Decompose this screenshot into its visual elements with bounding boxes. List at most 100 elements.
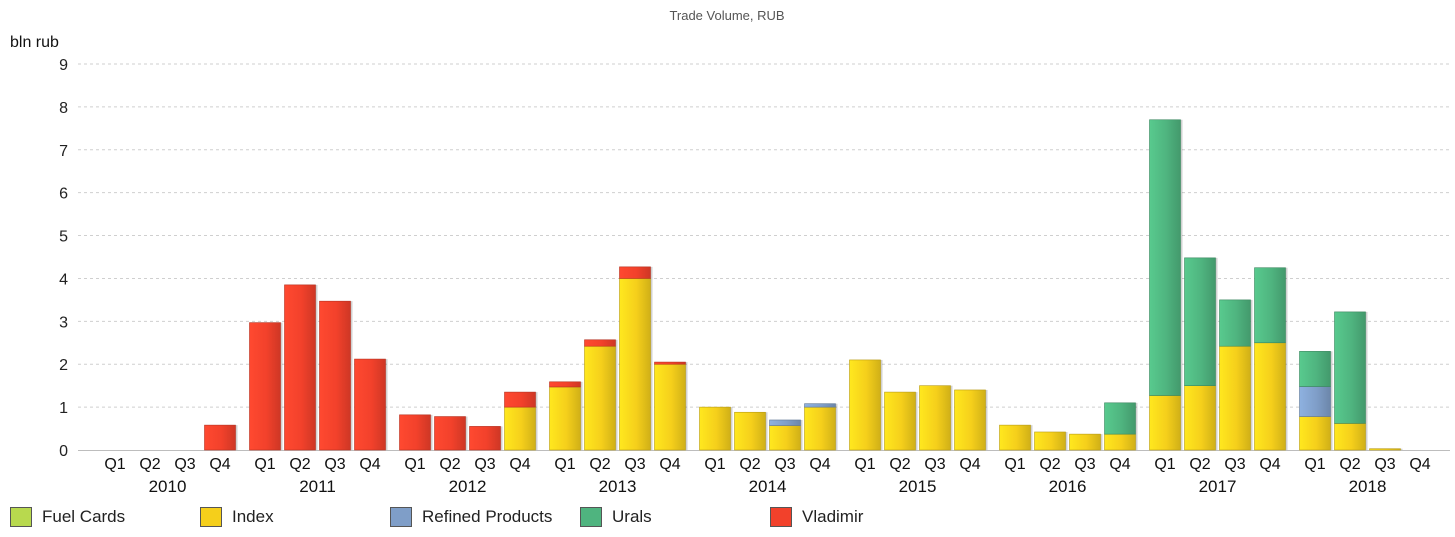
x-tick-quarter: Q1 (704, 456, 725, 473)
x-tick-quarter: Q4 (209, 456, 230, 473)
x-tick-year: 2016 (1049, 477, 1087, 496)
bar-stack-2013-Q2 (584, 339, 618, 451)
bar-segment-vladimir (204, 424, 236, 451)
bar-segment-index (734, 411, 766, 451)
x-tick-year: 2013 (599, 477, 637, 496)
legend-item-fuel-cards[interactable]: Fuel Cards (10, 507, 125, 527)
x-tick-quarter: Q1 (254, 456, 275, 473)
bar-segment-urals (1334, 311, 1366, 424)
legend-item-urals[interactable]: Urals (580, 507, 652, 527)
y-tick-label: 0 (59, 443, 68, 460)
bar-segment-index (954, 389, 986, 451)
bar-segment-index (1299, 416, 1331, 451)
bar-stack-2017-Q3 (1219, 299, 1253, 451)
legend-item-index[interactable]: Index (200, 507, 274, 527)
bar-stack-2018-Q1 (1299, 351, 1333, 451)
x-tick-quarter: Q4 (959, 456, 980, 473)
bar-segment-index (804, 406, 836, 451)
bar-stack-2018-Q3 (1369, 448, 1403, 451)
bar-stack-2012-Q4 (504, 391, 538, 451)
bar-stack-2011-Q2 (284, 284, 318, 451)
bar-segment-vladimir (399, 414, 431, 451)
y-tick-label: 7 (59, 143, 68, 160)
legend-label: Urals (612, 507, 652, 526)
bar-stack-2011-Q1 (249, 322, 283, 451)
bar-segment-index (769, 425, 801, 451)
x-tick-year: 2015 (899, 477, 937, 496)
bar-segment-vladimir (549, 381, 581, 388)
x-tick-quarter: Q3 (324, 456, 345, 473)
bar-segment-index (504, 406, 536, 451)
bar-segment-index (1254, 342, 1286, 451)
legend-item-refined-products[interactable]: Refined Products (390, 507, 552, 527)
y-axis-ticks: 0 1 2 3 4 5 6 7 8 9 (59, 57, 68, 460)
x-tick-quarter: Q4 (1109, 456, 1130, 473)
x-tick-quarter: Q4 (359, 456, 380, 473)
bar-stack-2017-Q1 (1149, 119, 1183, 451)
x-tick-quarter: Q1 (104, 456, 125, 473)
legend-swatch (10, 507, 32, 527)
bar-segment-urals (1184, 257, 1216, 386)
y-tick-label: 2 (59, 357, 68, 374)
bar-segment-refined-products (769, 419, 801, 426)
bar-stack-2014-Q1 (699, 406, 733, 451)
x-tick-quarter: Q3 (774, 456, 795, 473)
legend-label: Vladimir (802, 507, 864, 526)
bar-stack-2010-Q4 (204, 424, 238, 451)
legend: Fuel Cards Index Refined Products Urals Vlad… (10, 507, 1110, 533)
y-axis-unit-label: bln rub (10, 34, 59, 51)
bar-stack-2015-Q1 (849, 359, 883, 451)
x-tick-quarter: Q3 (1374, 456, 1395, 473)
bar-stack-2014-Q4 (804, 403, 838, 451)
x-tick-year: 2012 (449, 477, 487, 496)
x-tick-quarter: Q2 (139, 456, 160, 473)
bar-segment-refined-products (804, 403, 836, 408)
bar-segment-index (1034, 431, 1066, 451)
bar-segment-vladimir (249, 322, 281, 451)
bar-stack-2014-Q3 (769, 419, 803, 451)
x-tick-quarter: Q2 (1339, 456, 1360, 473)
gridlines (78, 63, 1450, 451)
legend-label: Refined Products (422, 507, 553, 526)
x-tick-quarter: Q1 (1004, 456, 1025, 473)
bar-segment-index (1184, 385, 1216, 451)
bar-segment-urals (1299, 351, 1331, 387)
x-tick-quarter: Q1 (404, 456, 425, 473)
legend-item-vladimir[interactable]: Vladimir (770, 507, 863, 527)
bar-stack-2016-Q1 (999, 424, 1033, 451)
bar-stack-2015-Q2 (884, 391, 918, 451)
bar-stack-2016-Q3 (1069, 433, 1103, 451)
bar-stack-2012-Q3 (469, 426, 503, 451)
legend-swatch (200, 507, 222, 527)
y-tick-label: 6 (59, 186, 68, 203)
legend-swatch (390, 507, 412, 527)
x-tick-year: 2014 (749, 477, 787, 496)
bar-segment-vladimir (504, 391, 536, 408)
x-tick-quarter: Q2 (1189, 456, 1210, 473)
x-tick-quarter: Q2 (889, 456, 910, 473)
bar-segment-urals (1219, 299, 1251, 347)
bar-stack-2013-Q4 (654, 361, 688, 451)
bar-stack-2016-Q2 (1034, 431, 1068, 451)
bar-stack-2013-Q3 (619, 266, 653, 451)
bar-segment-index (1149, 395, 1181, 451)
bar-stack-2011-Q4 (354, 358, 388, 451)
bar-segment-index (849, 359, 881, 451)
bar-segment-vladimir (319, 300, 351, 451)
bar-segment-index (699, 406, 731, 451)
y-tick-label: 8 (59, 100, 68, 117)
bar-stack-2012-Q2 (434, 416, 468, 451)
x-tick-quarter: Q2 (439, 456, 460, 473)
bar-segment-vladimir (654, 361, 686, 365)
bar-segment-vladimir (354, 358, 386, 451)
bar-segment-vladimir (584, 339, 616, 347)
bar-segment-index (549, 386, 581, 451)
bar-segment-index (1369, 448, 1401, 451)
x-tick-year: 2017 (1199, 477, 1237, 496)
bar-stack-2014-Q2 (734, 411, 768, 451)
bar-segment-index (584, 345, 616, 451)
legend-swatch (580, 507, 602, 527)
bar-segment-vladimir (469, 426, 501, 451)
x-tick-quarter: Q1 (1154, 456, 1175, 473)
